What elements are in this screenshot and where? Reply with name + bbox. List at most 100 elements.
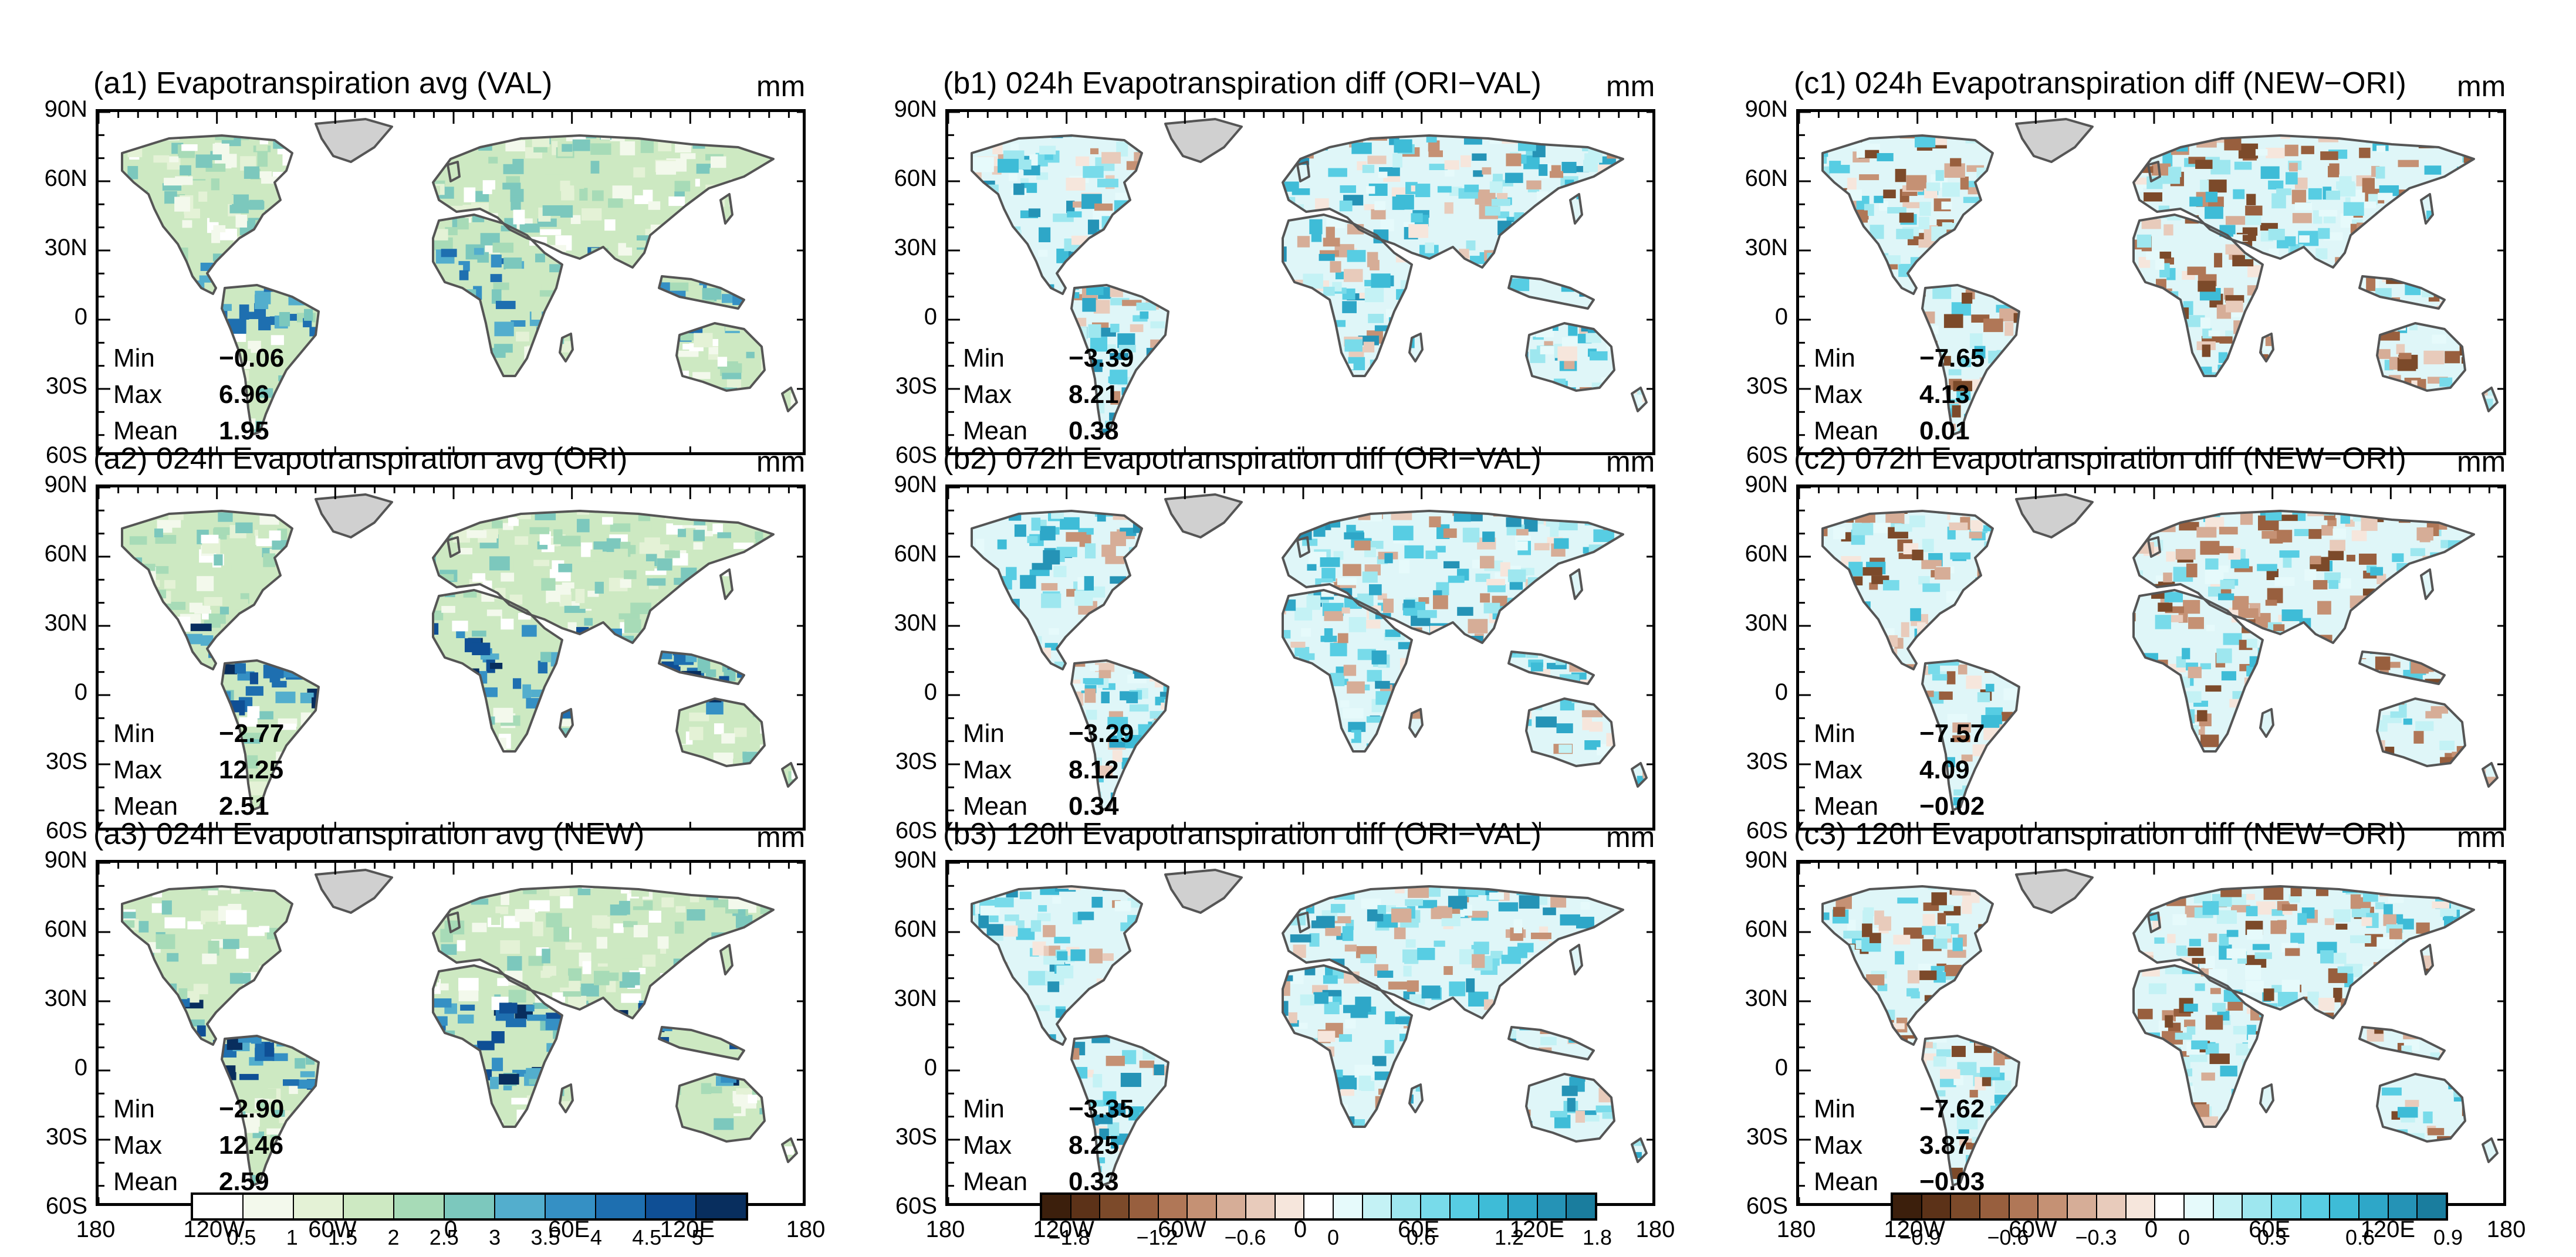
lat-tick-label: 30S bbox=[45, 373, 87, 399]
stat-value: −7.62 bbox=[1919, 1095, 1985, 1123]
madagascar-outline bbox=[559, 333, 574, 362]
stat-value: 2.51 bbox=[219, 792, 269, 821]
colorbar-swatch bbox=[2068, 1195, 2097, 1218]
axis-ticks bbox=[1799, 487, 2503, 828]
colorbar-swatch bbox=[2359, 1195, 2389, 1218]
africa-outline bbox=[432, 214, 563, 377]
lat-tick-label: 30S bbox=[895, 373, 937, 399]
north-america-outline bbox=[971, 134, 1143, 295]
stat-label: Max bbox=[113, 1131, 163, 1160]
uk-outline bbox=[1296, 536, 1310, 558]
lat-tick-label: 30S bbox=[1746, 748, 1788, 774]
lon-tick-label: 60E bbox=[2249, 1217, 2291, 1242]
lat-tick-label: 0 bbox=[1774, 1055, 1788, 1080]
stat-label: Max bbox=[1814, 755, 1863, 784]
uk-outline bbox=[2147, 161, 2161, 182]
lat-tick-label: 30N bbox=[894, 235, 937, 260]
lat-tick-label: 60S bbox=[1746, 442, 1788, 468]
panel-title: (b3) 120h Evapotranspiration diff (ORI−V… bbox=[943, 817, 1541, 851]
japan-outline bbox=[2420, 193, 2434, 225]
world-map bbox=[99, 863, 803, 1203]
map-panel bbox=[1796, 860, 2506, 1206]
greenland-outline bbox=[315, 869, 393, 914]
panel-units: mm bbox=[1606, 70, 1655, 103]
colorbar-swatch bbox=[2418, 1195, 2446, 1218]
map-panel bbox=[1796, 484, 2506, 831]
lat-tick-label: 0 bbox=[74, 679, 87, 705]
world-map bbox=[1799, 112, 2503, 452]
stat-label: Mean bbox=[113, 792, 178, 821]
lon-tick-label: 60W bbox=[1158, 1217, 1206, 1242]
colorbar-tick-label: 1.8 bbox=[1582, 1225, 1612, 1249]
world-map bbox=[948, 112, 1652, 452]
new-zealand-outline bbox=[2482, 1137, 2499, 1163]
africa-outline bbox=[432, 964, 563, 1128]
australia-outline bbox=[1525, 322, 1615, 392]
colorbar-swatch bbox=[1980, 1195, 2010, 1218]
stat-value: 8.25 bbox=[1069, 1131, 1119, 1160]
colorbar-swatch bbox=[394, 1195, 445, 1218]
map-panel bbox=[945, 109, 1655, 455]
stat-label: Min bbox=[113, 719, 155, 748]
lat-tick-label: 60S bbox=[45, 442, 87, 468]
lat-tick-label: 90N bbox=[1745, 472, 1788, 497]
colorbar-swatch bbox=[1537, 1195, 1567, 1218]
north-america-outline bbox=[121, 134, 293, 295]
colorbar-tick-label: −0.6 bbox=[1224, 1225, 1266, 1249]
north-america-outline bbox=[1821, 885, 1994, 1046]
lat-tick-label: 90N bbox=[1745, 847, 1788, 873]
lon-tick-label: 180 bbox=[786, 1217, 826, 1242]
stat-label: Max bbox=[1814, 1131, 1863, 1160]
southeast-asia-islands-outline bbox=[2358, 1026, 2446, 1061]
colorbar-tick-label: 0 bbox=[1327, 1225, 1340, 1249]
new-zealand-outline bbox=[1631, 1137, 1648, 1163]
africa-outline bbox=[1282, 214, 1413, 377]
new-zealand-outline bbox=[781, 762, 798, 788]
lat-tick-label: 30N bbox=[1745, 235, 1788, 260]
north-america-outline bbox=[121, 885, 293, 1046]
stat-value: −3.35 bbox=[1069, 1095, 1134, 1123]
lat-tick-label: 0 bbox=[1774, 679, 1788, 705]
japan-outline bbox=[719, 193, 733, 225]
japan-outline bbox=[1569, 944, 1583, 975]
colorbar-swatch bbox=[2126, 1195, 2156, 1218]
panel-title: (c3) 120h Evapotranspiration diff (NEW−O… bbox=[1794, 817, 2406, 851]
new-zealand-outline bbox=[781, 1137, 798, 1163]
greenland-outline bbox=[2015, 118, 2094, 163]
colorbar-swatch bbox=[1130, 1195, 1159, 1218]
axis-ticks bbox=[99, 487, 803, 828]
lat-tick-label: 90N bbox=[44, 472, 87, 497]
madagascar-outline bbox=[2259, 1083, 2274, 1113]
colorbar-swatch bbox=[2039, 1195, 2068, 1218]
stat-value: 12.46 bbox=[219, 1131, 284, 1160]
colorbar-tick-label: 2.5 bbox=[429, 1225, 459, 1249]
colorbar-tick-label: 5 bbox=[691, 1225, 704, 1249]
colorbar-swatch bbox=[243, 1195, 294, 1218]
panel-units: mm bbox=[2457, 70, 2506, 103]
south-america-outline bbox=[1921, 1035, 2020, 1187]
uk-outline bbox=[1296, 912, 1310, 933]
lat-tick-label: 90N bbox=[1745, 96, 1788, 122]
north-america-outline bbox=[971, 885, 1143, 1046]
colorbar-swatch bbox=[445, 1195, 495, 1218]
panel-title: (b2) 072h Evapotranspiration diff (ORI−V… bbox=[943, 442, 1541, 476]
lat-tick-label: 0 bbox=[74, 1055, 87, 1080]
colorbar-tick-label: 0.6 bbox=[2345, 1225, 2375, 1249]
lat-tick-label: 30N bbox=[44, 235, 87, 260]
colorbar-swatch bbox=[2243, 1195, 2272, 1218]
southeast-asia-islands-outline bbox=[2358, 650, 2446, 685]
colorbar-tick-label: 4.5 bbox=[632, 1225, 662, 1249]
stat-label: Min bbox=[1814, 1095, 1855, 1123]
panel-units: mm bbox=[756, 445, 806, 478]
colorbar-swatch bbox=[596, 1195, 647, 1218]
lat-tick-label: 60S bbox=[1746, 818, 1788, 843]
uk-outline bbox=[2147, 536, 2161, 558]
lat-tick-label: 60N bbox=[894, 916, 937, 942]
stat-label: Mean bbox=[113, 416, 178, 445]
stat-label: Min bbox=[113, 344, 155, 372]
colorbar-tick-label: 1.2 bbox=[1494, 1225, 1524, 1249]
new-zealand-outline bbox=[2482, 387, 2499, 412]
stat-value: 4.13 bbox=[1919, 380, 1970, 409]
africa-outline bbox=[432, 589, 563, 753]
lat-tick-label: 30S bbox=[895, 748, 937, 774]
